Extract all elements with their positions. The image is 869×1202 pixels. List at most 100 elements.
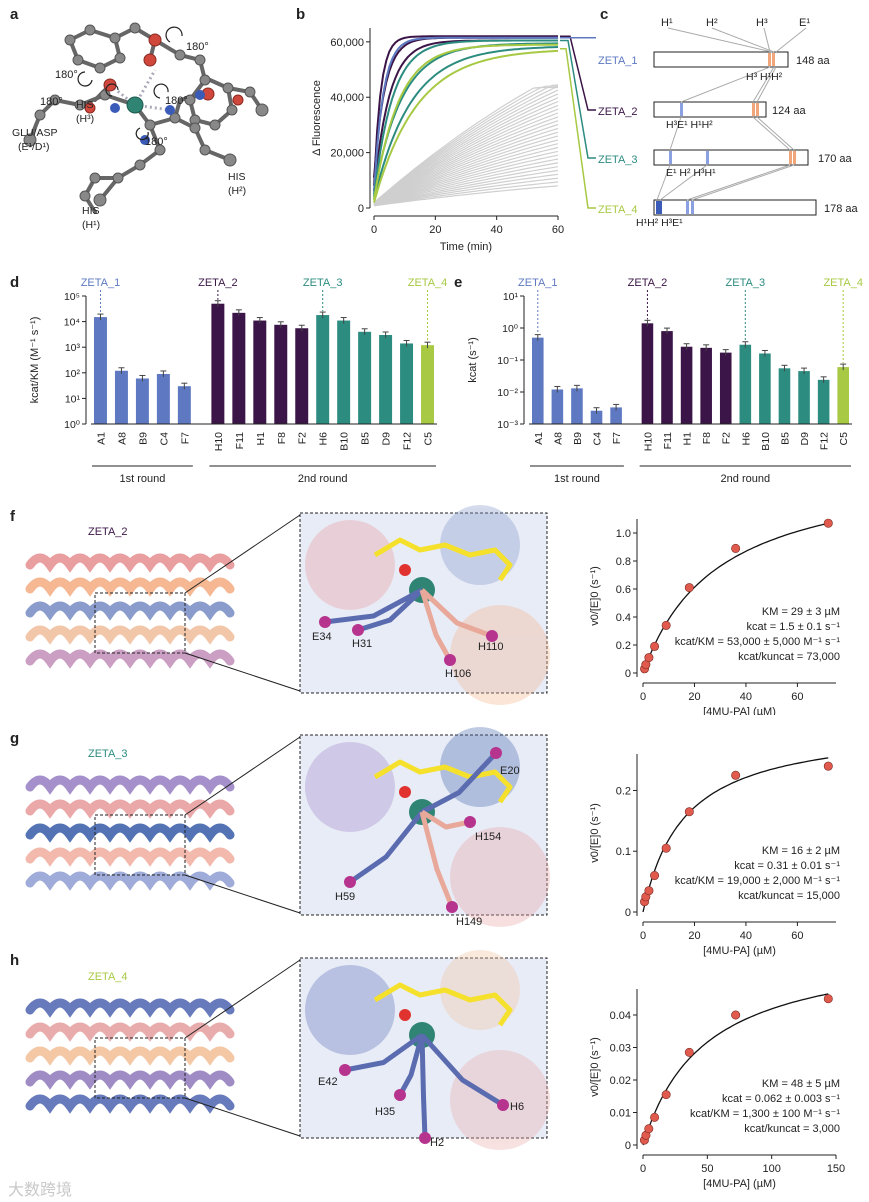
alignment-line: [669, 116, 682, 151]
panel-letter-c: c: [600, 6, 609, 23]
sequence-bar: [653, 51, 789, 68]
oxygen-atom: [399, 786, 411, 798]
data-point: [684, 807, 694, 817]
data-point: [644, 886, 654, 896]
alignment-line: [691, 164, 795, 201]
grey-curve: [373, 116, 559, 205]
grey-curve: [373, 127, 559, 205]
grey-curve: [373, 135, 559, 205]
y-tick-label: 0: [625, 668, 631, 680]
residue-label: H31: [352, 638, 372, 650]
bar: [532, 337, 544, 424]
residue-ca-atom: [344, 876, 356, 888]
grey-curve: [373, 112, 559, 205]
residue-label: E34: [312, 631, 332, 643]
grey-curve: [373, 89, 559, 204]
y-tick-label: 0.01: [610, 1108, 631, 1120]
y-tick-label: 0.03: [610, 1043, 631, 1055]
helix: [25, 553, 235, 573]
x-tick-label: 0: [640, 691, 646, 703]
kinetic-parameter: kcat = 0.062 ± 0.003 s⁻¹: [722, 1093, 840, 1105]
bar: [156, 373, 170, 424]
bar: [590, 410, 603, 424]
x-tick-label: 50: [701, 1163, 713, 1175]
residue-label: H35: [375, 1106, 395, 1118]
x-tick-label: C5: [423, 432, 435, 446]
residue-ca-atom: [319, 616, 331, 628]
bar: [610, 407, 622, 424]
residue-sidechain: [397, 1034, 425, 1097]
zoom-box: [94, 814, 186, 876]
grey-curve: [373, 108, 559, 205]
grey-curve: [373, 104, 559, 204]
series-line: [373, 46, 559, 200]
alignment-line: [659, 164, 708, 201]
grey-curve: [373, 86, 558, 204]
x-tick-label: D9: [799, 432, 811, 446]
bar: [719, 352, 732, 424]
helix: [25, 1070, 235, 1090]
data-point: [731, 543, 741, 553]
x-tick-label: 0: [640, 1163, 646, 1175]
kinetic-parameter: kcat/KM = 53,000 ± 5,000 M⁻¹ s⁻¹: [675, 636, 841, 648]
data-point: [684, 583, 694, 593]
x-tick-label: H6: [318, 432, 330, 446]
y-tick-label: 10¹: [65, 393, 81, 405]
group-label: 1st round: [119, 473, 165, 485]
bar: [817, 379, 830, 424]
data-point: [650, 641, 660, 651]
zoom-panel: [299, 734, 548, 916]
residue-sidechain: [324, 587, 424, 625]
zeta-name: ZETA_3: [598, 154, 638, 166]
protein-cartoon: [25, 553, 235, 669]
bar: [700, 347, 712, 424]
panel-b-chart: 0 20,000 40,000 60,000 0 20 40 60 Time (min) Δ Fl…: [311, 28, 596, 253]
residue-ca-atom: [490, 747, 502, 759]
residue-mark: [680, 103, 683, 116]
bar: [295, 328, 309, 424]
x-tick-label: A8: [552, 432, 564, 445]
kinetic-parameter: KM = 16 ± 2 µM: [762, 845, 840, 857]
grey-curve: [373, 131, 559, 205]
alignment-line: [752, 116, 791, 151]
a-180-left2: 180°: [40, 96, 63, 108]
x-tick-label: F7: [611, 432, 623, 444]
residue-ca-atom: [419, 1132, 431, 1144]
helix: [25, 1094, 235, 1114]
residue-sidechain: [419, 1034, 428, 1139]
x-tick-label: 20: [688, 691, 700, 703]
alignment-line: [775, 27, 807, 53]
helix: [25, 1046, 235, 1066]
residue-ca-atom: [352, 624, 364, 636]
y-axis-label: Δ Fluorescence: [311, 80, 323, 156]
residue-sidechain: [344, 1032, 424, 1073]
helix: [25, 998, 235, 1018]
x-tick-label: F2: [297, 432, 309, 444]
a-his-h2: HIS: [228, 171, 246, 183]
x-tick-label: 40: [740, 930, 752, 942]
x-tick-label: 100: [762, 1163, 780, 1175]
data-point: [644, 1124, 654, 1134]
residue-label: E42: [318, 1076, 338, 1088]
grey-curve: [373, 181, 559, 207]
sequence-length: 178 aa: [824, 203, 859, 215]
zoom-box: [94, 1037, 186, 1099]
helix: [25, 799, 235, 819]
group-label: 2nd round: [298, 473, 348, 485]
y-tick-label: 0.02: [610, 1075, 631, 1087]
panel-letter-h: h: [10, 952, 20, 969]
x-tick-label: 150: [827, 1163, 845, 1175]
x-tick-label: C4: [158, 432, 170, 446]
x-tick-label: A8: [116, 432, 128, 445]
residue-sidechain: [357, 588, 424, 633]
grey-curve: [373, 169, 559, 206]
x-tick-label: F11: [662, 432, 674, 449]
a-glu-asp-sub: (E¹/D¹): [18, 141, 50, 153]
helix: [25, 1022, 235, 1042]
zeta-name: ZETA_1: [598, 55, 638, 67]
alignment-line: [667, 27, 773, 53]
x-tick-label: 20: [688, 930, 700, 942]
kinetic-parameter: KM = 48 ± 5 µM: [762, 1078, 840, 1090]
helix: [25, 649, 235, 669]
residue-ca-atom: [497, 1099, 509, 1111]
